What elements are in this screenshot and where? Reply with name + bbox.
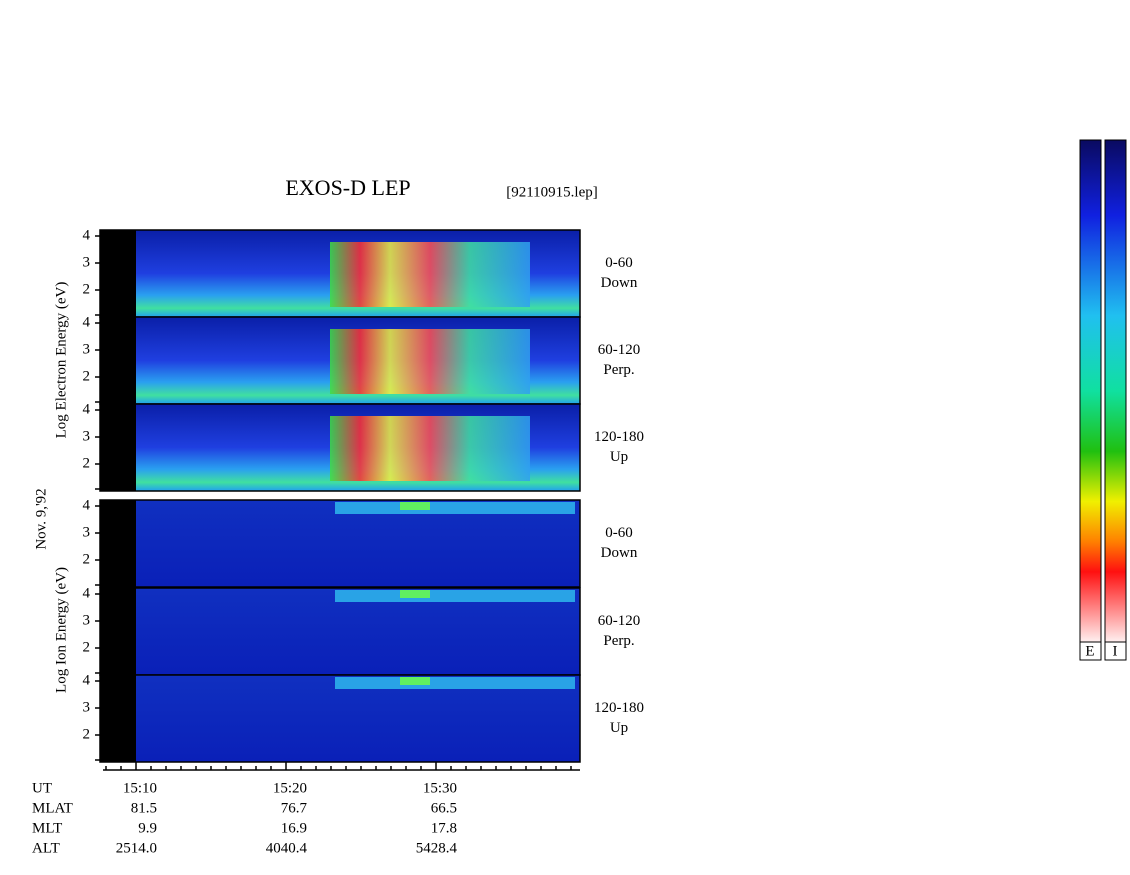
spectrogram-feature [330,416,530,481]
orbit-row-label: UT [32,780,52,796]
y-tick-label: 4 [83,672,91,688]
y-tick-label: 2 [83,726,91,742]
electron-axis-label: Log Electron Energy (eV) [53,282,69,439]
orbit-value: 76.7 [281,800,308,816]
file-name: [92110915.lep] [506,184,598,200]
orbit-value: 5428.4 [416,840,458,856]
y-tick-label: 3 [83,254,91,270]
direction-label: Down [601,275,638,291]
y-tick-label: 4 [83,497,91,513]
direction-label: Down [601,545,638,561]
colorbar-label-box [1104,641,1127,661]
spectrogram-feature [335,677,575,689]
panel-frame [99,403,581,492]
data-gap [100,500,136,587]
title: EXOS-D LEP [285,175,410,200]
y-tick-label: 3 [83,341,91,357]
colorbar-label-box [1079,641,1102,661]
panel-frame [99,674,581,763]
direction-label: Perp. [603,362,634,378]
spectrogram-feature [400,677,430,685]
spectrogram-feature [330,242,530,307]
orbit-value: 2514.0 [116,840,157,856]
angle-label: 60-120 [598,342,641,358]
data-gap [100,404,136,491]
data-gap [100,588,136,675]
spectrogram-feature [335,590,575,602]
y-tick-label: 3 [83,428,91,444]
data-gap [100,230,136,317]
y-tick-label: 4 [83,401,91,417]
colorbar-label: E [1085,643,1094,659]
colorbar [1079,139,1102,643]
direction-label: Up [610,449,628,465]
spectrogram-feature [400,502,430,510]
y-tick-label: 3 [83,699,91,715]
orbit-value: 16.9 [281,820,307,836]
data-gap [100,317,136,404]
spectrogram-feature [330,329,530,394]
date: Nov. 9,'92 [33,488,49,549]
colorbar [1104,139,1127,643]
orbit-value: 4040.4 [266,840,308,856]
y-tick-label: 2 [83,281,91,297]
angle-label: 120-180 [594,429,644,445]
y-tick-label: 3 [83,612,91,628]
y-tick-label: 2 [83,455,91,471]
y-tick-label: 2 [83,551,91,567]
y-tick-label: 3 [83,524,91,540]
y-tick-label: 4 [83,585,91,601]
panel-frame [99,499,581,588]
orbit-value: 17.8 [431,820,457,836]
angle-label: 60-120 [598,613,641,629]
angle-label: 0-60 [605,255,633,271]
spectrogram [136,588,580,675]
spectrogram [136,500,580,587]
spectrogram-feature [400,590,430,598]
ion-axis-label: Log Ion Energy (eV) [53,567,69,693]
y-tick-label: 2 [83,639,91,655]
data-gap [100,675,136,762]
orbit-value: 15:20 [273,780,307,796]
orbit-row-label: ALT [32,840,60,856]
y-tick-label: 4 [83,314,91,330]
orbit-value: 66.5 [431,800,457,816]
spectrogram-feature [335,502,575,514]
angle-label: 0-60 [605,525,633,541]
orbit-row-label: MLAT [32,800,73,816]
colorbar-label: I [1113,643,1118,659]
orbit-value: 9.9 [138,820,157,836]
y-tick-label: 2 [83,368,91,384]
orbit-value: 15:10 [123,780,157,796]
orbit-value: 15:30 [423,780,457,796]
orbit-row-label: MLT [32,820,62,836]
direction-label: Perp. [603,633,634,649]
spectrogram [136,675,580,762]
y-tick-label: 4 [83,227,91,243]
angle-label: 120-180 [594,700,644,716]
orbit-value: 81.5 [131,800,157,816]
direction-label: Up [610,720,628,736]
